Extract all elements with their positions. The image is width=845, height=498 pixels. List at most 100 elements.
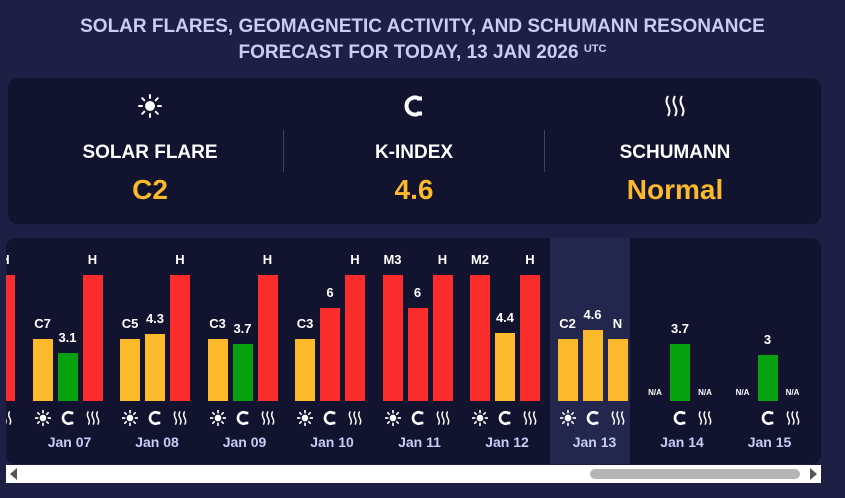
solar-flare-bar	[120, 339, 140, 401]
divider	[544, 130, 545, 172]
utc-label: UTC	[583, 43, 607, 55]
schumann-bar	[82, 275, 103, 401]
solar-flare-bar	[470, 275, 490, 401]
magnet-icon	[322, 410, 338, 426]
na-label: N/A	[735, 388, 750, 397]
waves-icon	[785, 410, 801, 426]
schumann-bar	[432, 275, 453, 401]
data-label: H	[175, 252, 185, 267]
sun-icon	[209, 409, 226, 427]
data-label: 6	[326, 285, 334, 300]
date-label: Jan 07	[47, 434, 92, 450]
solar-flare-value: C2	[132, 174, 168, 205]
forecast-chart[interactable]: H Jan 06 C7 3.1 H Jan 07 C5 4.3 H Jan 08 C3 3.7 H Jan…	[6, 238, 821, 464]
data-label: N	[612, 316, 623, 331]
schumann-label: SCHUMANN	[619, 142, 731, 163]
solar-flare-summary: SOLAR FLARE C2	[15, 78, 285, 224]
data-label: C2	[559, 316, 576, 331]
data-label: C3	[209, 316, 226, 331]
schumann-bar	[520, 275, 540, 401]
scroll-left-arrow-icon[interactable]	[10, 468, 17, 480]
k-index-bar	[407, 308, 428, 401]
data-label: M2	[470, 252, 490, 267]
data-label: 3	[763, 331, 772, 347]
data-label: C3	[296, 316, 314, 331]
solar-flare-label: SOLAR FLARE	[82, 142, 218, 163]
k-index-bar	[320, 308, 340, 401]
magnet-icon	[672, 410, 688, 426]
date-label: Jan 09	[222, 434, 267, 450]
horizontal-scrollbar[interactable]	[6, 465, 821, 483]
data-label: 4.3	[145, 311, 165, 327]
k-index-summary: K-INDEX 4.6	[279, 78, 549, 224]
waves-icon	[522, 410, 538, 426]
k-index-bar	[232, 343, 253, 401]
schumann-bar	[607, 339, 628, 401]
sun-icon	[121, 409, 139, 427]
schumann-bar	[6, 275, 15, 401]
data-label: M3	[383, 252, 402, 267]
k-index-bar	[495, 332, 515, 401]
magnet-icon	[410, 410, 426, 426]
data-label: C5	[121, 316, 139, 331]
data-label: 3.1	[58, 329, 77, 345]
title-line-2-text: FORECAST FOR TODAY, 13 JAN 2026	[238, 42, 579, 63]
solar-flare-bar	[295, 339, 315, 401]
date-label: Jan 13	[572, 434, 617, 450]
k-index-bar	[582, 329, 603, 401]
waves-icon	[347, 410, 363, 426]
waves-icon	[260, 410, 276, 426]
k-index-bar	[757, 354, 778, 401]
k-index-bar	[145, 334, 165, 401]
solar-flare-bar	[382, 275, 403, 401]
data-label: 4.6	[583, 306, 602, 322]
schumann-bar	[345, 275, 365, 401]
date-label: Jan 15	[747, 434, 792, 450]
data-label: 4.4	[495, 309, 515, 325]
k-index-value: 4.6	[394, 174, 434, 205]
date-label: Jan 10	[310, 434, 354, 450]
magnet-icon	[279, 92, 549, 120]
data-label: H	[6, 252, 25, 267]
date-label: Jan 14	[660, 434, 704, 450]
schumann-bar	[170, 275, 190, 401]
schumann-bar	[257, 275, 278, 401]
waves-icon	[435, 410, 451, 426]
k-index-label: K-INDEX	[374, 142, 454, 163]
schumann-summary: SCHUMANN Normal	[540, 78, 810, 224]
waves-icon	[85, 410, 101, 426]
data-label: H	[262, 252, 273, 267]
divider	[283, 130, 284, 172]
sun-icon	[559, 409, 576, 427]
data-label: H	[437, 252, 448, 267]
na-label: N/A	[698, 388, 712, 397]
scrollbar-thumb[interactable]	[590, 469, 800, 479]
na-label: N/A	[785, 388, 800, 397]
solar-flare-bar	[557, 339, 578, 401]
date-label: Jan 06	[6, 434, 17, 450]
sun-icon	[34, 409, 51, 427]
waves-icon	[540, 92, 810, 120]
page-title: SOLAR FLARES, GEOMAGNETIC ACTIVITY, AND …	[0, 14, 845, 66]
schumann-value: Normal	[626, 174, 724, 205]
data-label: 3.7	[670, 320, 690, 336]
date-label: Jan 08	[135, 434, 179, 450]
magnet-icon	[760, 410, 776, 426]
magnet-icon	[60, 410, 76, 426]
waves-icon	[6, 410, 13, 426]
data-label: H	[525, 252, 535, 267]
magnet-icon	[585, 410, 601, 426]
data-label: 3.7	[233, 320, 252, 336]
k-index-bar	[57, 352, 78, 401]
waves-icon	[172, 410, 188, 426]
magnet-icon	[235, 410, 251, 426]
waves-icon	[610, 410, 626, 426]
scroll-right-arrow-icon[interactable]	[810, 468, 817, 480]
sun-icon	[384, 409, 401, 427]
sun-icon	[15, 92, 285, 120]
data-label: C7	[34, 316, 51, 331]
date-label: Jan 11	[398, 434, 441, 450]
na-label: N/A	[648, 388, 662, 397]
date-label: Jan 12	[485, 434, 529, 450]
solar-flare-bar	[32, 339, 53, 401]
